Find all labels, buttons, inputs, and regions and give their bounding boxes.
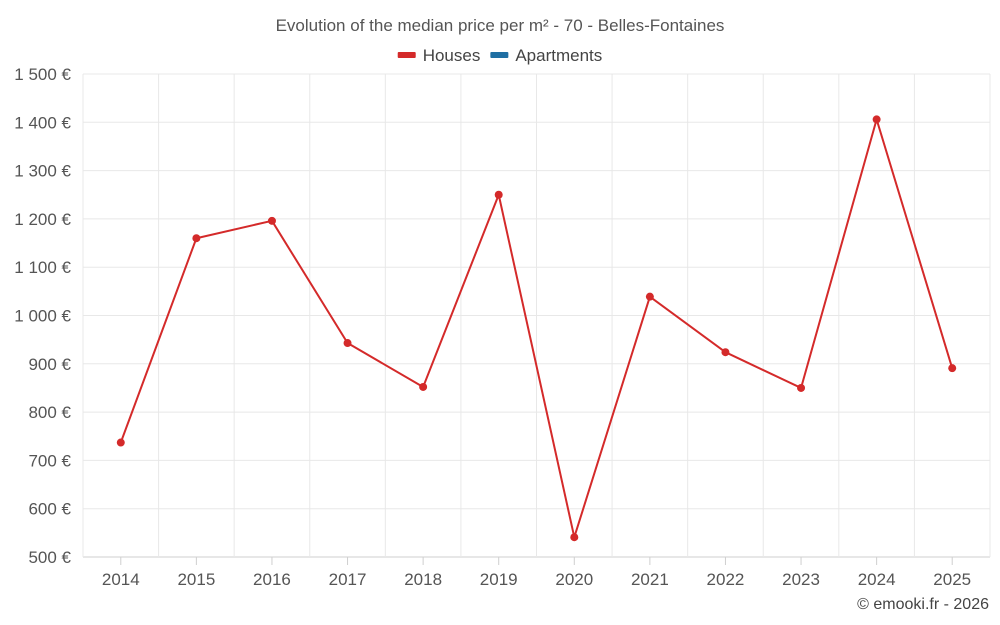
legend-swatch [490, 52, 509, 58]
legend-swatch [397, 52, 416, 58]
data-point[interactable] [570, 533, 579, 542]
data-point[interactable] [797, 383, 806, 392]
legend-label: Houses [423, 46, 481, 65]
y-tick-label: 1 500 € [14, 65, 71, 84]
data-point[interactable] [419, 382, 428, 391]
y-tick-label: 1 100 € [14, 258, 71, 277]
series-line-houses [119, 118, 954, 539]
legend-item-houses[interactable]: Houses [397, 46, 481, 65]
data-point[interactable] [192, 234, 201, 243]
data-point[interactable] [494, 190, 503, 199]
legend-label: Apartments [515, 46, 602, 65]
x-tick-label: 2025 [933, 570, 971, 589]
x-tick-label: 2024 [858, 570, 896, 589]
legend: Houses Apartments [397, 46, 602, 65]
x-tick-label: 2014 [102, 570, 140, 589]
y-tick-label: 800 € [28, 403, 71, 422]
x-tick-label: 2017 [329, 570, 367, 589]
legend-item-apartments[interactable]: Apartments [490, 46, 602, 65]
data-point[interactable] [116, 438, 125, 447]
chart-title: Evolution of the median price per m² - 7… [276, 16, 725, 35]
series-layer [116, 115, 957, 542]
data-point[interactable] [872, 115, 881, 124]
y-tick-label: 700 € [28, 451, 71, 470]
x-tick-label: 2018 [404, 570, 442, 589]
data-point[interactable] [948, 364, 957, 373]
y-axis: 500 € 600 € 700 € 800 € 900 € 1 000 € 1 100 € 1… [14, 65, 71, 567]
x-axis: 2014 2015 2016 2017 2018 2019 2020 2021 2022 2023… [102, 557, 971, 589]
data-point[interactable] [343, 339, 352, 348]
y-tick-label: 1 200 € [14, 210, 71, 229]
data-point[interactable] [721, 348, 730, 357]
grid [82, 73, 991, 558]
y-tick-label: 600 € [28, 500, 71, 519]
data-point[interactable] [645, 292, 654, 301]
x-tick-label: 2023 [782, 570, 820, 589]
x-tick-label: 2019 [480, 570, 518, 589]
x-tick-label: 2021 [631, 570, 669, 589]
y-tick-label: 1 300 € [14, 162, 71, 181]
y-tick-label: 500 € [28, 548, 71, 567]
x-tick-label: 2016 [253, 570, 291, 589]
y-tick-label: 900 € [28, 355, 71, 374]
y-tick-label: 1 000 € [14, 307, 71, 326]
x-tick-label: 2020 [555, 570, 593, 589]
credit-text: © emooki.fr - 2026 [857, 596, 989, 613]
x-tick-label: 2015 [177, 570, 215, 589]
x-tick-label: 2022 [707, 570, 745, 589]
data-point[interactable] [267, 216, 276, 225]
y-tick-label: 1 400 € [14, 113, 71, 132]
